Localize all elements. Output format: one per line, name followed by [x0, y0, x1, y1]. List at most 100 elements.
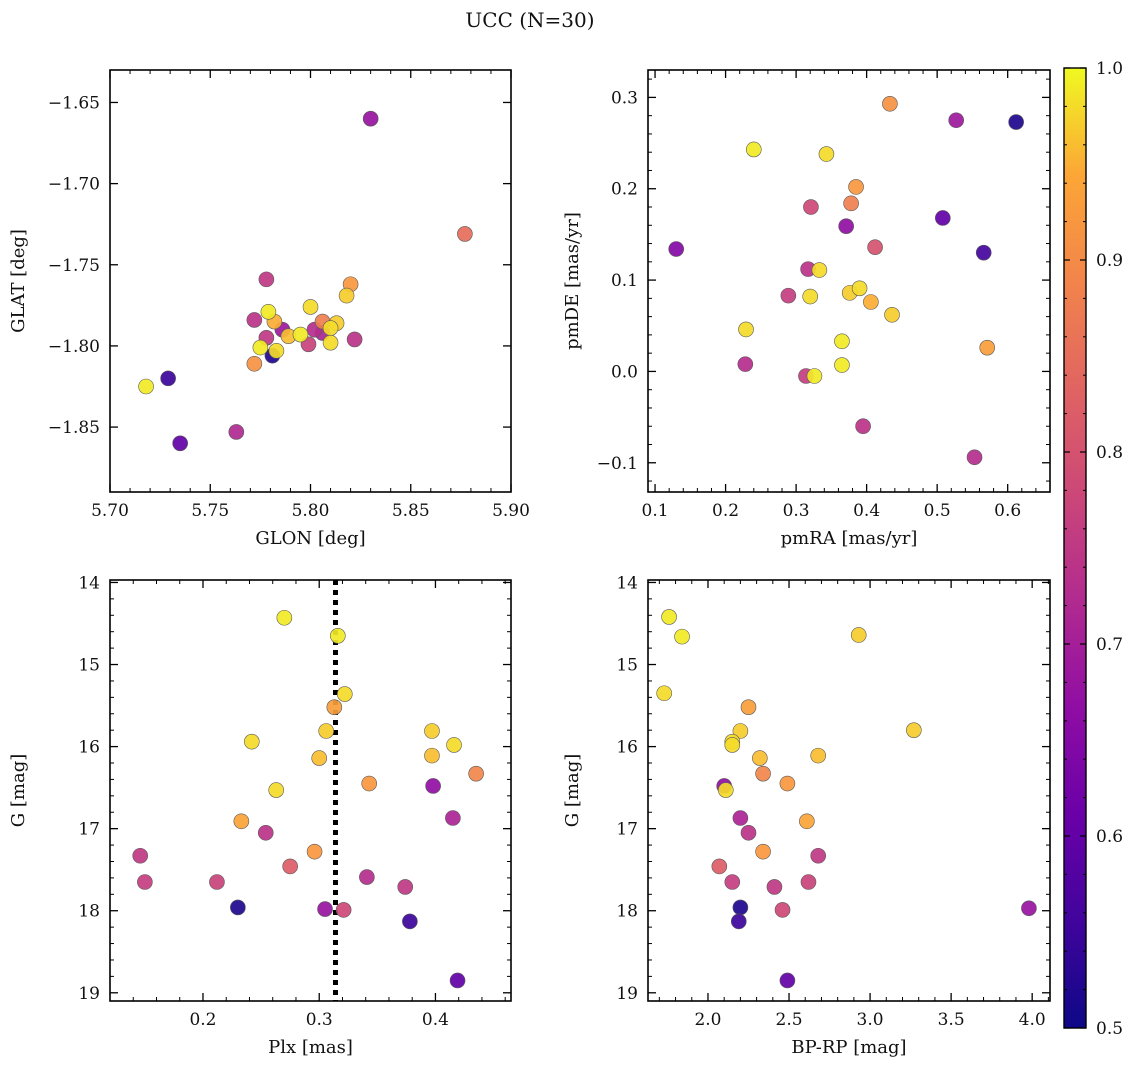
- x-tick-label: 0.1: [642, 501, 669, 521]
- points-layer: [668, 95, 1024, 466]
- scatter-point: [834, 333, 850, 350]
- x-tick-label: 5.75: [191, 501, 229, 521]
- scatter-point: [282, 858, 298, 875]
- plot-frame: [109, 579, 512, 1002]
- x-tick-label: 5.80: [292, 501, 330, 521]
- scatter-point: [138, 378, 154, 395]
- scatter-point: [361, 775, 377, 792]
- figure-title: UCC (N=30): [465, 8, 594, 32]
- scatter-point: [656, 685, 673, 702]
- y-tick-label: 15: [616, 656, 638, 676]
- scatter-point: [745, 141, 762, 158]
- scatter-point: [863, 294, 879, 310]
- panel-pmra-pmde: 0.1 0.2 0.3 0.4 0.5 0.6 −0.1 0.0 0.1 0.2 0.3 pmRA …: [562, 69, 1051, 549]
- y-axis-label: GLAT [deg]: [8, 229, 29, 333]
- scatter-point: [774, 902, 791, 918]
- plot-frame: [647, 69, 1051, 493]
- scatter-point: [838, 218, 854, 234]
- ticks-layer: 5.70 5.75 5.80 5.85 5.90 −1.65 −1.70 −1.75 −1.80…: [48, 70, 530, 521]
- scatter-point: [335, 902, 352, 918]
- scatter-point: [755, 843, 771, 860]
- scatter-point: [779, 775, 796, 792]
- scatter-point: [311, 750, 328, 766]
- scatter-point: [732, 810, 749, 826]
- scatter-point: [318, 723, 334, 739]
- scatter-point: [780, 287, 797, 304]
- y-tick-label: −1.80: [48, 337, 100, 357]
- scatter-point: [326, 699, 343, 716]
- scatter-point: [851, 280, 868, 297]
- y-tick-label: 19: [616, 984, 638, 1004]
- scatter-point: [457, 226, 473, 242]
- scatter-point: [317, 901, 333, 917]
- x-tick-label: 2.0: [694, 1010, 721, 1030]
- scatter-point: [740, 699, 757, 716]
- scatter-point: [975, 244, 992, 261]
- colorbar-frame: [1063, 67, 1087, 1029]
- scatter-point: [132, 847, 149, 864]
- y-tick-label: 0.3: [611, 88, 638, 108]
- scatter-point: [811, 262, 828, 278]
- scatter-point: [322, 334, 339, 351]
- scatter-point: [424, 723, 440, 739]
- scatter-point: [738, 321, 754, 338]
- panel-plx-g: 0.2 0.3 0.4 14 15 16 17 18 19 Plx [mas] G [mag]: [8, 573, 512, 1058]
- scatter-point: [260, 304, 277, 320]
- scatter-point: [246, 355, 263, 372]
- scatter-point: [810, 847, 827, 864]
- scatter-point: [730, 913, 747, 930]
- colorbar-tick-label: 0.6: [1096, 827, 1123, 847]
- scatter-point: [230, 899, 246, 916]
- y-tick-label: 0.0: [611, 362, 638, 382]
- scatter-point: [402, 913, 418, 930]
- x-tick-label: 2.5: [776, 1010, 803, 1030]
- scatter-point: [306, 843, 323, 860]
- x-axis-label: Plx [mas]: [268, 1037, 353, 1058]
- scatter-point: [934, 210, 951, 226]
- scatter-point: [779, 972, 796, 989]
- scatter-point: [330, 628, 346, 644]
- scatter-point: [268, 782, 285, 798]
- y-axis-label: pmDE [mas/yr]: [562, 212, 583, 350]
- scatter-point: [806, 368, 823, 384]
- colorbar-tick-label: 0.9: [1096, 251, 1123, 271]
- scatter-point: [424, 747, 440, 764]
- scatter-point: [468, 765, 484, 782]
- x-tick-label: 3.0: [857, 1010, 884, 1030]
- scatter-point: [855, 418, 871, 435]
- x-tick-label: 0.2: [712, 501, 739, 521]
- y-tick-label: 14: [78, 573, 100, 593]
- x-tick-label: 0.6: [994, 501, 1021, 521]
- scatter-point: [449, 972, 466, 989]
- x-tick-label: 5.85: [392, 501, 430, 521]
- scatter-point: [834, 357, 850, 373]
- colorbar-tick-label: 0.8: [1096, 443, 1123, 463]
- plot-frame: [647, 579, 1051, 1002]
- scatter-point: [268, 342, 285, 359]
- scatter-point: [668, 241, 685, 257]
- scatter-point: [724, 737, 741, 753]
- x-tick-label: 3.5: [938, 1010, 965, 1030]
- scatter-point: [359, 869, 375, 885]
- ticks-layer: 2.0 2.5 3.0 3.5 4.0 14 15 16 17 18 19: [616, 573, 1050, 1030]
- y-axis-label: G [mag]: [562, 754, 583, 827]
- scatter-point: [302, 299, 319, 315]
- x-tick-label: 0.5: [924, 501, 951, 521]
- scatter-point: [276, 609, 293, 626]
- scatter-point: [172, 435, 188, 452]
- scatter-point: [246, 312, 263, 328]
- x-tick-label: 4.0: [1019, 1010, 1046, 1030]
- panel-glon-glat: 5.70 5.75 5.80 5.85 5.90 −1.65 −1.70 −1.75 −1.80…: [8, 69, 530, 549]
- scatter-point: [292, 326, 309, 343]
- x-axis-label: BP-RP [mag]: [791, 1037, 906, 1058]
- scatter-point: [137, 874, 153, 890]
- scatter-point: [732, 723, 749, 739]
- x-tick-label: 5.70: [91, 501, 129, 521]
- scatter-point: [233, 813, 250, 830]
- scatter-point: [209, 874, 225, 890]
- y-tick-label: −1.75: [48, 256, 100, 276]
- scatter-point: [446, 737, 462, 753]
- y-tick-label: 18: [616, 902, 638, 922]
- scatter-point: [979, 339, 996, 356]
- scatter-point: [1021, 900, 1037, 917]
